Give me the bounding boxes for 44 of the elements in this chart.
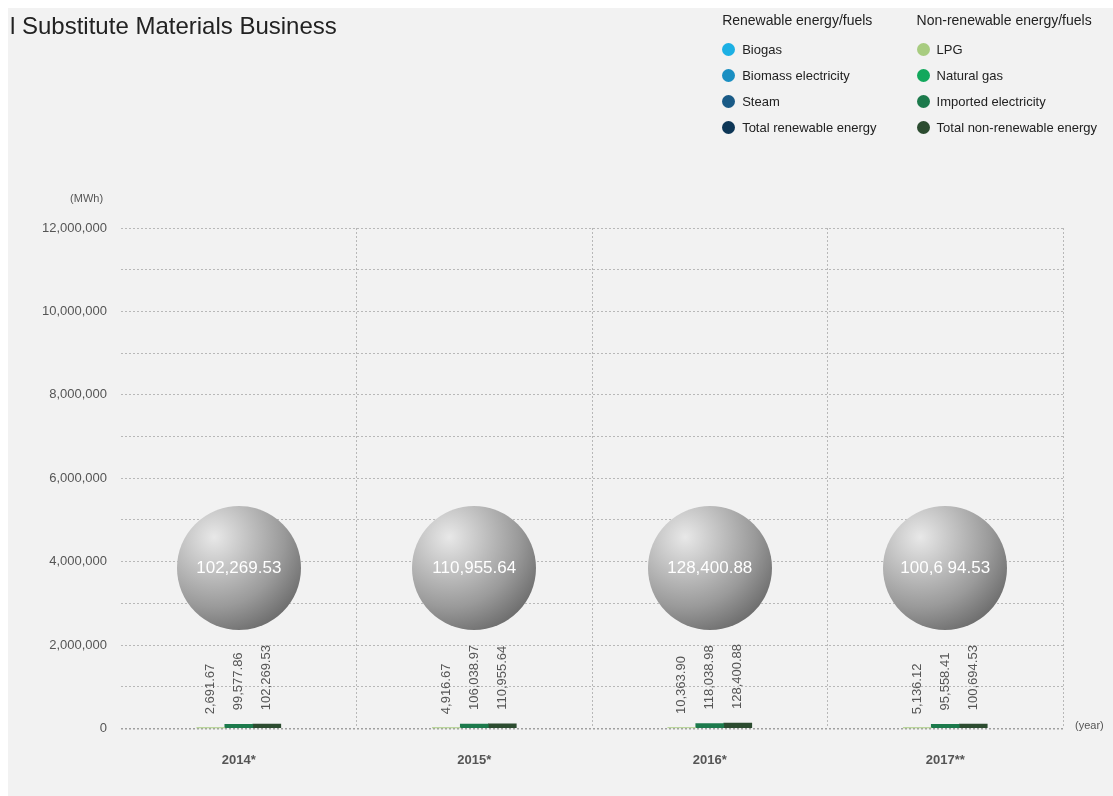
y-tick-label: 6,000,000 [49,469,108,485]
y-axis-title: (MWh) [70,191,104,204]
x-axis-title: (year) [1075,719,1104,732]
x-tick-label: 2014* [221,751,257,767]
annotation: 110,955.64 [432,558,517,579]
data-label: 10,363.90 [673,656,689,714]
data-label: 106,038.97 [465,644,481,710]
legend-label: Steam [742,93,780,109]
text: Non-renewable energy/fuels [916,12,1093,28]
x-tick-label: 2017** [925,751,966,767]
y-tick-label: 8,000,000 [49,386,108,402]
x-tick-label: 2015* [457,751,493,767]
data-label: 99,577.86 [230,652,246,711]
data-label: 110,955.64 [493,645,509,710]
data-label: 128,400.88 [729,643,745,710]
y-tick-label: 2,000,000 [49,636,108,652]
data-label: 4,916.67 [437,663,453,715]
data-label: 95,558.41 [936,652,952,711]
annotation: 128,400.88 [667,558,753,579]
sphere-badge: 128,400.88 [647,506,772,631]
data-label: 100,694.53 [964,645,980,711]
sphere-badge: 110,955.64 [412,506,537,631]
y-tick-label: 12,000,000 [41,219,108,235]
chart-title: l Substitute Materials Business [10,12,337,40]
annotation: 100,6 94.53 [900,558,991,579]
text: Renewable energy/fuels [722,12,874,28]
legend-label: Biogas [742,41,782,57]
legend-label: Biomass electricity [742,67,850,83]
data-label: 2,691.67 [202,663,218,715]
data-label: 5,136.12 [908,663,924,715]
sphere-badge: 100,6 94.53 [883,506,1008,631]
legend-label: LPG [936,41,963,57]
y-tick-label: 10,000,000 [41,302,108,318]
data-label: 102,269.53 [258,645,274,711]
sphere-badge: 102,269.53 [176,506,301,631]
legend-label: Total non-renewable energy [936,119,1097,135]
data-label: 118,038.98 [701,645,717,710]
y-tick-label: 0 [99,719,108,735]
annotation: 102,269.53 [196,558,282,579]
legend-label: Imported electricity [936,93,1046,109]
legend-label: Natural gas [936,67,1004,83]
x-tick-label: 2016* [692,751,728,767]
y-tick-label: 4,000,000 [49,553,108,569]
legend-label: Total renewable energy [742,119,877,135]
